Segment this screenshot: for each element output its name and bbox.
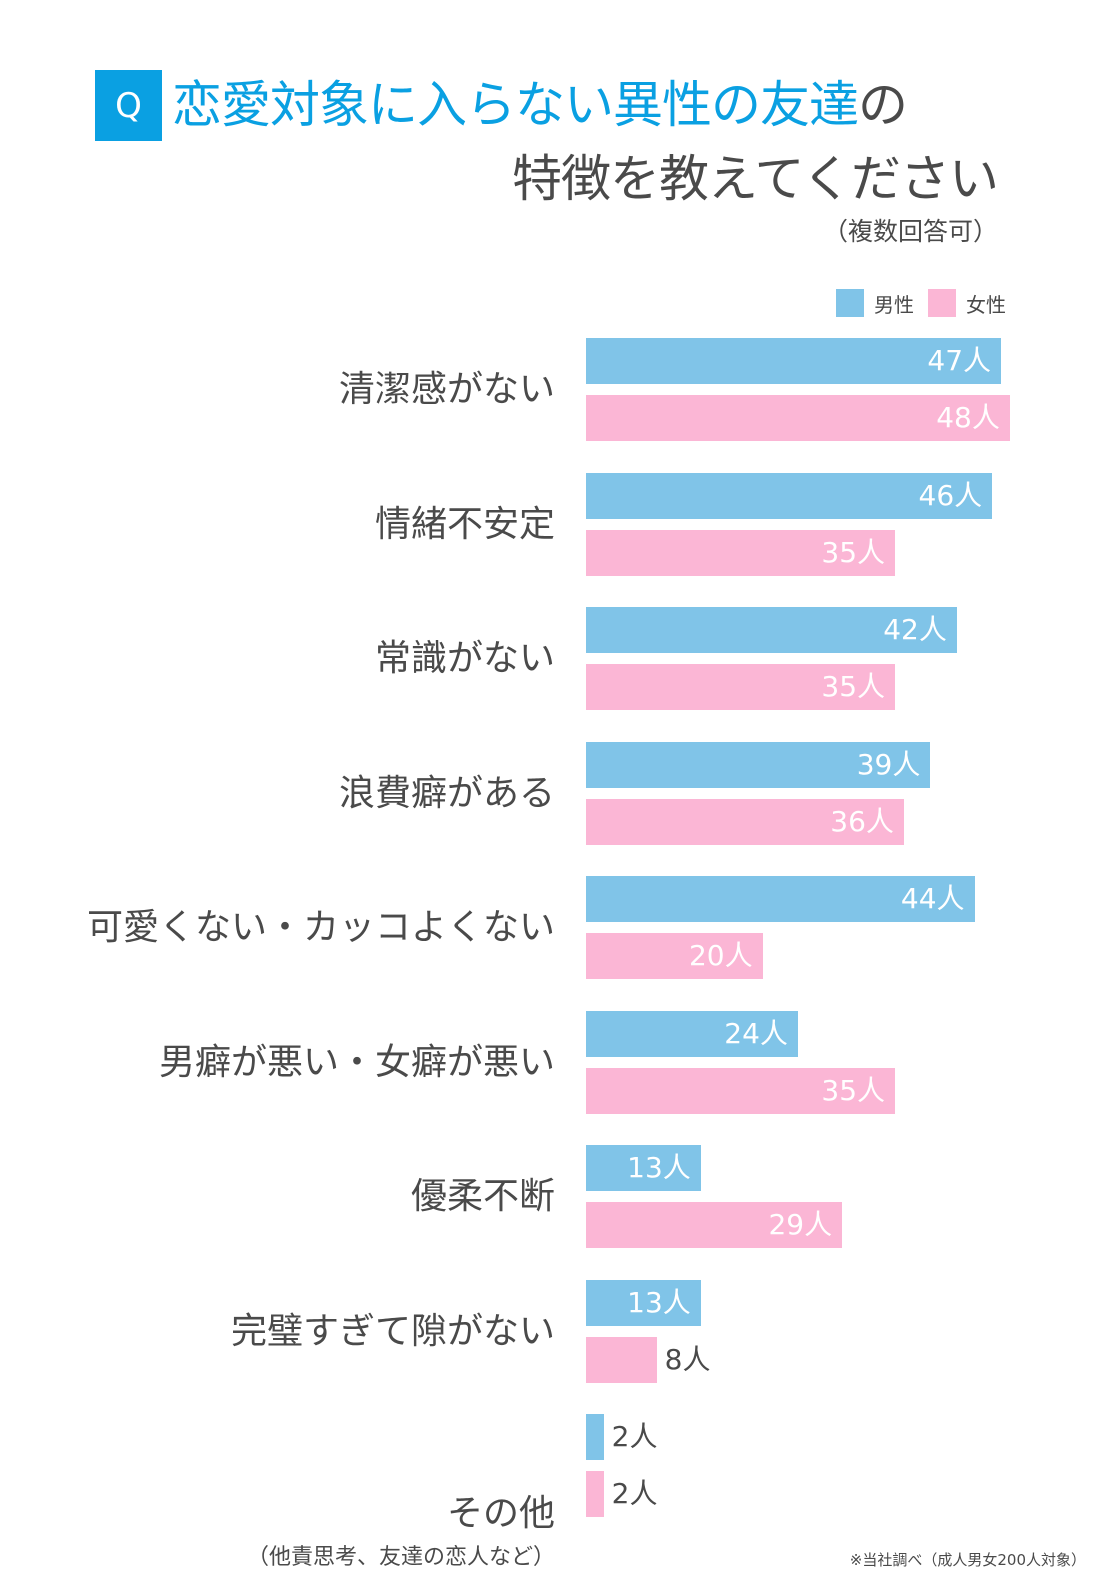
bar-female — [586, 1336, 657, 1383]
bar-value-label: 35人 — [821, 670, 886, 703]
bar-male — [586, 1145, 701, 1191]
bar-female — [586, 1202, 843, 1248]
bar-male — [586, 1010, 798, 1057]
bar-value-label: 42人 — [883, 613, 947, 646]
category-label: 完璧すぎて隙がない — [230, 1310, 555, 1352]
legend-swatch-male — [836, 289, 864, 317]
bar-value-label: 35人 — [821, 1073, 886, 1107]
bar-female — [586, 798, 904, 845]
page-title: 恋愛対象に入らない異性の友達の — [172, 72, 908, 138]
legend-label-female: 女性 — [966, 292, 1006, 317]
legend-label-male: 男性 — [874, 292, 914, 317]
bar-value-label: 13人 — [627, 1285, 691, 1319]
bar-value-label: 8人 — [664, 1342, 711, 1376]
category-label: 男癖が悪い・女癖が悪い — [158, 1041, 555, 1083]
legend-swatch-female — [928, 289, 956, 317]
category-label: 清潔感がない — [338, 369, 555, 410]
bar-value-label: 48人 — [936, 401, 1000, 434]
footnote: ※当社調べ（成人男女200人対象） — [849, 1551, 1086, 1569]
category-note: （他責思考、友達の恋人など） — [246, 1545, 555, 1570]
category-label: 浪費癖がある — [338, 772, 555, 814]
bar-female — [586, 664, 896, 710]
bar-male — [586, 876, 975, 922]
bar-value-label: 47人 — [927, 344, 992, 377]
legend-item-male: 男性 — [836, 289, 914, 318]
legend-item-female: 女性 — [928, 289, 1006, 318]
bar-male — [586, 472, 993, 519]
bar-female — [586, 1471, 604, 1517]
category-label: 優柔不断 — [410, 1176, 555, 1217]
bar-value-label: 39人 — [856, 747, 921, 781]
bar-value-label: 13人 — [627, 1151, 691, 1184]
bar-female — [586, 395, 1010, 441]
bar-female — [586, 933, 763, 979]
bar-value-label: 46人 — [918, 478, 983, 512]
bar-male — [586, 1414, 604, 1460]
bar-female — [586, 529, 896, 576]
bar-male — [586, 741, 931, 788]
question-badge: Q — [95, 70, 162, 141]
bar-male — [586, 1279, 701, 1326]
bar-value-label: 35人 — [821, 535, 886, 569]
bar-value-label: 24人 — [724, 1016, 788, 1050]
bar-female — [586, 1067, 896, 1114]
bar-male — [586, 338, 1001, 384]
multiple-answer-note: （複数回答可） — [822, 217, 998, 246]
bar-value-label: 36人 — [830, 804, 894, 838]
title-highlight: 恋愛対象に入らない異性の友達 — [172, 76, 859, 134]
chart-legend: 男性 女性 — [836, 288, 1020, 318]
bar-value-label: 2人 — [611, 1420, 658, 1453]
bar-value-label: 29人 — [768, 1208, 833, 1241]
bar-value-label: 44人 — [900, 882, 965, 915]
page-title-line2: 特徴を教えてください — [512, 150, 999, 208]
bar-male — [586, 607, 957, 653]
category-label: 情緒不安定 — [374, 503, 555, 545]
category-label: 常識がない — [374, 638, 555, 679]
title-tail: の — [858, 76, 908, 134]
bar-value-label: 20人 — [688, 939, 753, 972]
bar-value-label: 2人 — [611, 1477, 658, 1510]
category-label: 可愛くない・カッコよくない — [86, 907, 555, 948]
category-label: その他 — [446, 1493, 555, 1534]
